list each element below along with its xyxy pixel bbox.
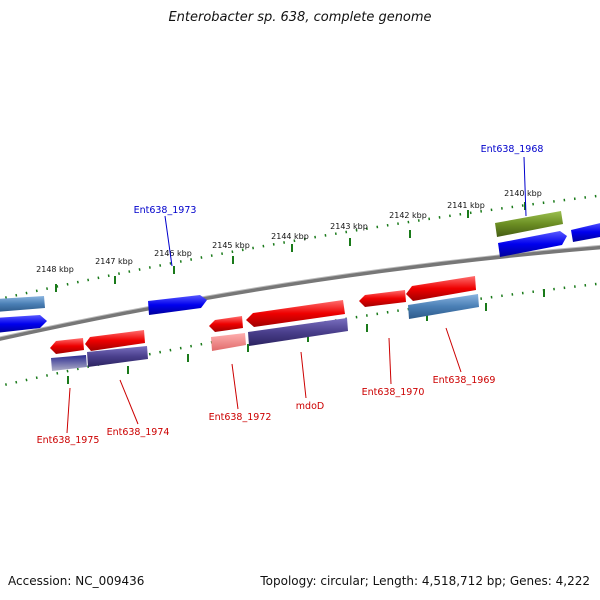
gene-label-ent638-1970[interactable]: Ent638_1970 xyxy=(362,387,425,398)
cds-ent638-1972[interactable] xyxy=(209,316,243,332)
cds-ent638-1968[interactable] xyxy=(498,231,567,257)
tick-label: 2147 kbp xyxy=(95,257,133,266)
gene-label-ent638-1972[interactable]: Ent638_1972 xyxy=(209,412,272,423)
gene-label-ent638-1975[interactable]: Ent638_1975 xyxy=(37,435,100,446)
cds-ent638-1970[interactable] xyxy=(359,290,406,307)
leader-line xyxy=(66,387,71,434)
tick-label: 2148 kbp xyxy=(36,265,74,274)
tick-label: 2144 kbp xyxy=(271,232,309,241)
tick-labels: 2140 kbp 2141 kbp 2142 kbp 2143 kbp 2144… xyxy=(36,189,542,274)
tick-label: 2145 kbp xyxy=(212,241,250,250)
gene-label-ent638-1974[interactable]: Ent638_1974 xyxy=(107,427,170,438)
cds-left-edge[interactable] xyxy=(0,315,47,333)
gene-label-ent638-1968[interactable]: Ent638_1968 xyxy=(481,144,544,155)
map-title: Enterobacter sp. 638, complete genome xyxy=(168,10,432,25)
feature-ent638-1969-steel[interactable] xyxy=(408,294,479,319)
genome-stats-text: Topology: circular; Length: 4,518,712 bp… xyxy=(260,574,590,588)
cds-ent638-1974[interactable] xyxy=(85,330,145,351)
cds-ent638-1969[interactable] xyxy=(406,276,476,301)
tick-track-bottom xyxy=(0,282,600,388)
feature-ent638-1972-pink[interactable] xyxy=(211,333,246,351)
forward-features xyxy=(0,211,600,333)
gene-label-ent638-1973[interactable]: Ent638_1973 xyxy=(134,205,197,216)
leader-line xyxy=(523,156,527,217)
reverse-features xyxy=(50,276,479,371)
feature-left-steelblue[interactable] xyxy=(0,296,45,312)
feature-ent638-1968-olive[interactable] xyxy=(495,211,563,237)
leader-line xyxy=(119,379,139,425)
gene-label-mdod[interactable]: mdoD xyxy=(296,401,324,412)
feature-mdod-navy[interactable] xyxy=(248,318,348,346)
tick-label: 2142 kbp xyxy=(389,211,427,220)
tick-label: 2141 kbp xyxy=(447,201,485,210)
leader-line xyxy=(300,351,307,399)
tick-label: 2146 kbp xyxy=(154,249,192,258)
gene-label-ent638-1969[interactable]: Ent638_1969 xyxy=(433,375,496,386)
leader-line xyxy=(388,337,392,385)
leader-lines xyxy=(66,156,527,434)
tick-track-top xyxy=(0,194,600,301)
leader-line xyxy=(445,327,462,373)
cds-mdod[interactable] xyxy=(246,300,345,327)
tick-label: 2140 kbp xyxy=(504,189,542,198)
cds-ent638-1975[interactable] xyxy=(50,338,84,354)
cds-ent638-1973[interactable] xyxy=(148,295,207,315)
tick-label: 2143 kbp xyxy=(330,222,368,231)
cds-right-edge[interactable] xyxy=(571,222,600,242)
gene-labels: Ent638_1968 Ent638_1973 Ent638_1969 Ent6… xyxy=(37,144,544,446)
feature-ent638-1974-navy[interactable] xyxy=(87,346,148,367)
leader-line xyxy=(164,215,173,267)
accession-text: Accession: NC_009436 xyxy=(8,574,145,588)
feature-ent638-1975-navy[interactable] xyxy=(51,355,87,371)
leader-line xyxy=(231,363,239,410)
